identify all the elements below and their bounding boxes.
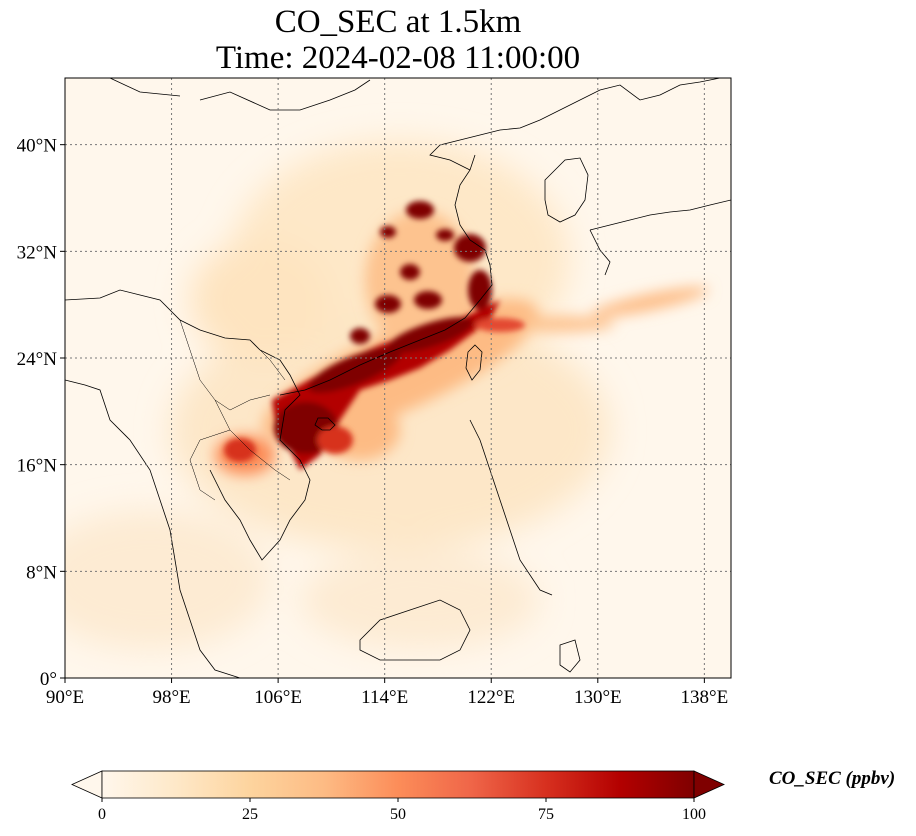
colorbar-label: CO_SEC (ppbv) (769, 768, 896, 789)
gridlines (65, 78, 731, 678)
colorbar-tick-label: 25 (242, 806, 258, 823)
lat-tick-label: 32°N (17, 242, 58, 263)
map-title: CO_SEC at 1.5km (274, 4, 522, 40)
lat-tick-label: 0° (40, 669, 57, 690)
lon-tick-label: 90°E (46, 687, 84, 708)
longitude-axis: 90°E 98°E 106°E 114°E 122°E 130°E 138°E (46, 678, 728, 708)
lat-tick-label: 24°N (17, 349, 58, 370)
colorbar-min-extension (71, 770, 103, 799)
lon-tick-label: 114°E (361, 687, 408, 708)
plume-core (224, 201, 525, 470)
lat-tick-label: 8°N (26, 562, 57, 583)
colorbar-tick-label: 50 (390, 806, 406, 823)
concentration-field (65, 78, 731, 678)
lon-tick-label: 122°E (467, 687, 515, 708)
colorbar: 0 25 50 75 100 (71, 770, 725, 823)
lat-tick-label: 40°N (17, 136, 58, 157)
colorbar-tick-label: 75 (538, 806, 554, 823)
lat-tick-label: 16°N (17, 456, 58, 477)
country-borders (179, 319, 291, 501)
lon-tick-label: 106°E (254, 687, 302, 708)
colorbar-ticks: 0 25 50 75 100 (98, 798, 706, 823)
coastlines (65, 78, 731, 678)
colorbar-max-extension (693, 770, 725, 799)
map-time-subtitle: Time: 2024-02-08 11:00:00 (215, 40, 581, 76)
lon-tick-label: 138°E (681, 687, 729, 708)
colorbar-gradient (101, 770, 695, 799)
colorbar-tick-label: 0 (98, 806, 106, 823)
colorbar-tick-label: 100 (682, 806, 706, 823)
map-frame (64, 77, 732, 679)
lon-tick-label: 130°E (574, 687, 622, 708)
lon-tick-label: 98°E (152, 687, 190, 708)
background-haze (65, 140, 610, 650)
latitude-axis: 0° 8°N 16°N 24°N 32°N 40°N (17, 136, 65, 690)
